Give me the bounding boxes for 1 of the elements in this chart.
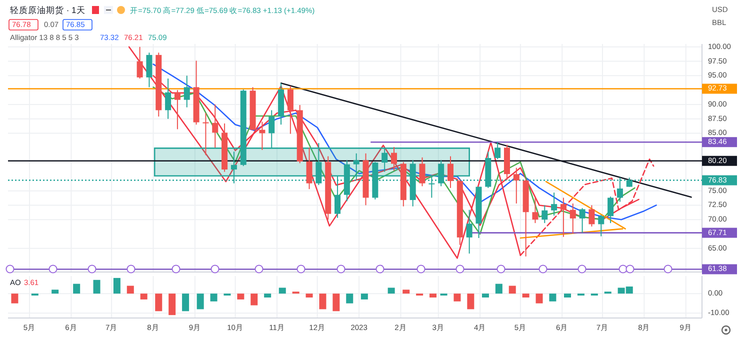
chart-title: 轻质原油期货 · 1天 xyxy=(10,5,86,15)
